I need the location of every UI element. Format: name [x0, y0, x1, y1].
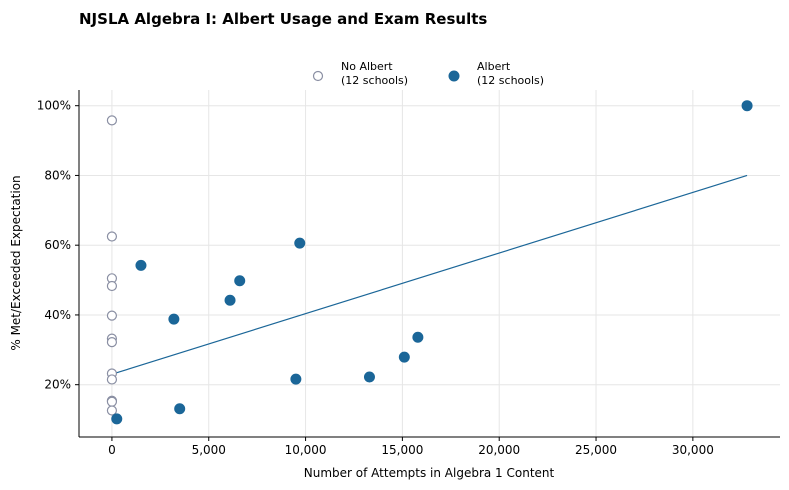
albert-point — [294, 237, 306, 249]
no-albert-point — [106, 231, 118, 242]
y-tick-label: 60% — [44, 238, 71, 252]
no-albert-point — [106, 337, 118, 348]
albert-point — [290, 373, 302, 385]
legend-marker — [312, 70, 324, 82]
legend: No Albert(12 schools)Albert(12 schools) — [312, 60, 544, 87]
x-tick-label: 25,000 — [575, 443, 617, 457]
y-tick-label: 20% — [44, 378, 71, 392]
albert-point — [168, 313, 180, 325]
x-tick-label: 5,000 — [192, 443, 226, 457]
y-axis-label: % Met/Exceeded Expectation — [9, 175, 23, 350]
legend-marker — [448, 70, 460, 82]
albert-point — [174, 403, 186, 415]
y-ticks: 20% 40% 60% 80% 100% — [37, 99, 79, 392]
y-tick-label: 100% — [37, 99, 71, 113]
legend-label: No Albert — [341, 60, 393, 73]
legend-label: (12 schools) — [477, 74, 544, 87]
no-albert-point — [106, 310, 118, 321]
x-tick-label: 10,000 — [285, 443, 327, 457]
albert-point — [135, 259, 147, 271]
axes — [78, 90, 780, 438]
albert-point — [234, 275, 246, 287]
albert-point — [398, 351, 410, 363]
x-tick-label: 0 — [108, 443, 116, 457]
x-ticks: 0 5,000 10,000 15,000 20,000 25,000 30,000 — [108, 437, 714, 457]
albert-point — [363, 371, 375, 383]
legend-label: Albert — [477, 60, 511, 73]
y-tick-label: 40% — [44, 308, 71, 322]
trendline-layer — [111, 174, 748, 375]
x-tick-label: 20,000 — [478, 443, 520, 457]
no-albert-point — [106, 405, 118, 416]
chart-title: NJSLA Algebra I: Albert Usage and Exam R… — [79, 10, 487, 28]
x-tick-label: 30,000 — [672, 443, 714, 457]
x-tick-label: 15,000 — [381, 443, 423, 457]
grid — [79, 90, 780, 437]
no-albert-point — [106, 374, 118, 385]
trendline — [111, 174, 748, 375]
albert-point — [111, 413, 123, 425]
albert-point — [224, 294, 236, 306]
albert-point — [741, 100, 753, 112]
no-albert-point — [106, 280, 118, 292]
legend-item: Albert(12 schools) — [448, 60, 544, 87]
no-albert-point — [106, 115, 118, 126]
albert-point — [412, 331, 424, 343]
legend-item: No Albert(12 schools) — [312, 60, 408, 87]
points-layer — [106, 100, 753, 425]
no-albert-point — [106, 396, 118, 407]
x-axis-label: Number of Attempts in Algebra 1 Content — [304, 466, 555, 480]
legend-label: (12 schools) — [341, 74, 408, 87]
y-tick-label: 80% — [44, 168, 71, 182]
